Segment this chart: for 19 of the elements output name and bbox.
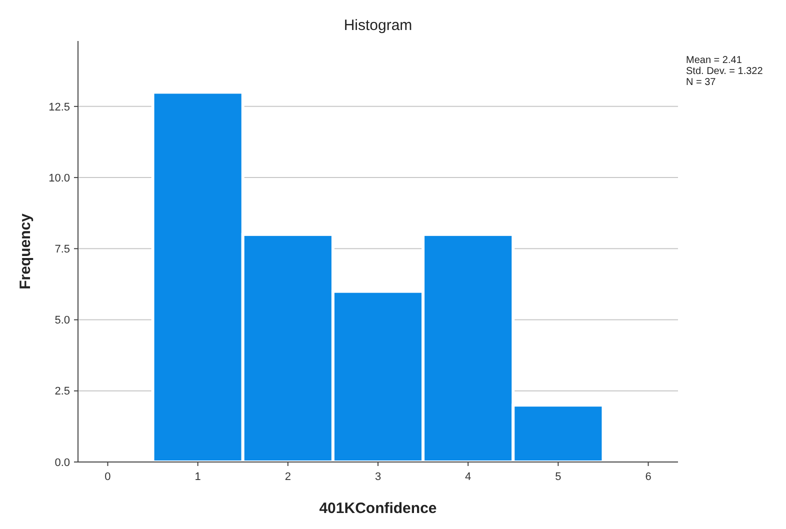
x-tick-label: 0 [104, 471, 111, 483]
x-axis-title: 401KConfidence [319, 500, 437, 517]
y-tick-label: 10.0 [48, 172, 70, 184]
y-tick-label: 0.0 [54, 456, 70, 469]
y-tick-label: 5.0 [54, 314, 70, 327]
y-tick-label: 7.5 [54, 244, 70, 256]
y-tick-label: 2.5 [54, 386, 70, 398]
x-tick-label: 3 [374, 471, 382, 483]
x-tick-label: 4 [465, 471, 472, 483]
y-tick-label: 12.5 [48, 101, 70, 114]
x-tick-label: 5 [555, 471, 562, 483]
text: N = 37 [686, 77, 716, 88]
y-axis-title: Frequency [17, 212, 34, 290]
x-tick-label: 6 [645, 471, 652, 483]
chart-title: Histogram [344, 17, 412, 34]
text: Mean = 2.41 [686, 55, 742, 66]
x-tick-label: 1 [194, 471, 201, 483]
text: Std. Dev. = 1.322 [686, 66, 764, 77]
x-tick-label: 2 [284, 471, 291, 483]
